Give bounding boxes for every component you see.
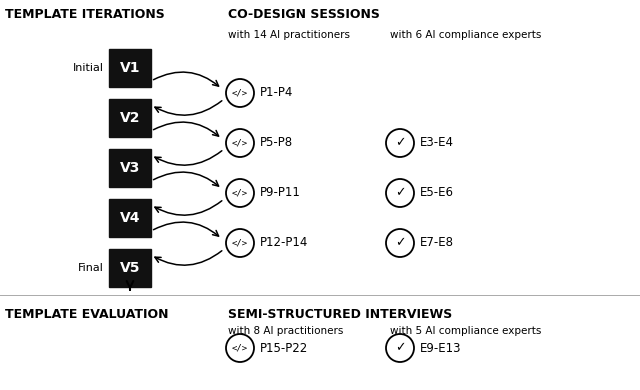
Text: ✓: ✓ (395, 342, 405, 355)
Text: with 5 AI compliance experts: with 5 AI compliance experts (390, 326, 541, 336)
Text: TEMPLATE EVALUATION: TEMPLATE EVALUATION (5, 308, 168, 321)
Text: TEMPLATE ITERATIONS: TEMPLATE ITERATIONS (5, 8, 164, 21)
FancyBboxPatch shape (109, 249, 151, 287)
Text: V1: V1 (120, 61, 140, 75)
Text: V3: V3 (120, 161, 140, 175)
Text: P9-P11: P9-P11 (260, 186, 301, 200)
Text: with 6 AI compliance experts: with 6 AI compliance experts (390, 30, 541, 40)
Text: E3-E4: E3-E4 (420, 136, 454, 149)
Text: </>: </> (232, 344, 248, 353)
FancyBboxPatch shape (109, 49, 151, 87)
Text: ✓: ✓ (395, 186, 405, 200)
FancyBboxPatch shape (109, 149, 151, 187)
Text: V4: V4 (120, 211, 140, 225)
Text: P1-P4: P1-P4 (260, 87, 293, 99)
Text: ✓: ✓ (395, 136, 405, 149)
Text: SEMI-STRUCTURED INTERVIEWS: SEMI-STRUCTURED INTERVIEWS (228, 308, 452, 321)
Text: CO-DESIGN SESSIONS: CO-DESIGN SESSIONS (228, 8, 380, 21)
Text: V2: V2 (120, 111, 140, 125)
Text: Initial: Initial (73, 63, 104, 73)
Text: P12-P14: P12-P14 (260, 236, 308, 250)
FancyBboxPatch shape (109, 199, 151, 237)
Text: </>: </> (232, 188, 248, 197)
FancyBboxPatch shape (109, 99, 151, 137)
Text: </>: </> (232, 138, 248, 147)
Text: Final: Final (78, 263, 104, 273)
Text: V5: V5 (120, 261, 140, 275)
Text: </>: </> (232, 239, 248, 248)
Text: with 14 AI practitioners: with 14 AI practitioners (228, 30, 350, 40)
Text: with 8 AI practitioners: with 8 AI practitioners (228, 326, 344, 336)
Text: P5-P8: P5-P8 (260, 136, 293, 149)
Text: E7-E8: E7-E8 (420, 236, 454, 250)
Text: P15-P22: P15-P22 (260, 342, 308, 355)
Text: </>: </> (232, 89, 248, 98)
Text: E5-E6: E5-E6 (420, 186, 454, 200)
Text: ✓: ✓ (395, 236, 405, 250)
Text: E9-E13: E9-E13 (420, 342, 461, 355)
